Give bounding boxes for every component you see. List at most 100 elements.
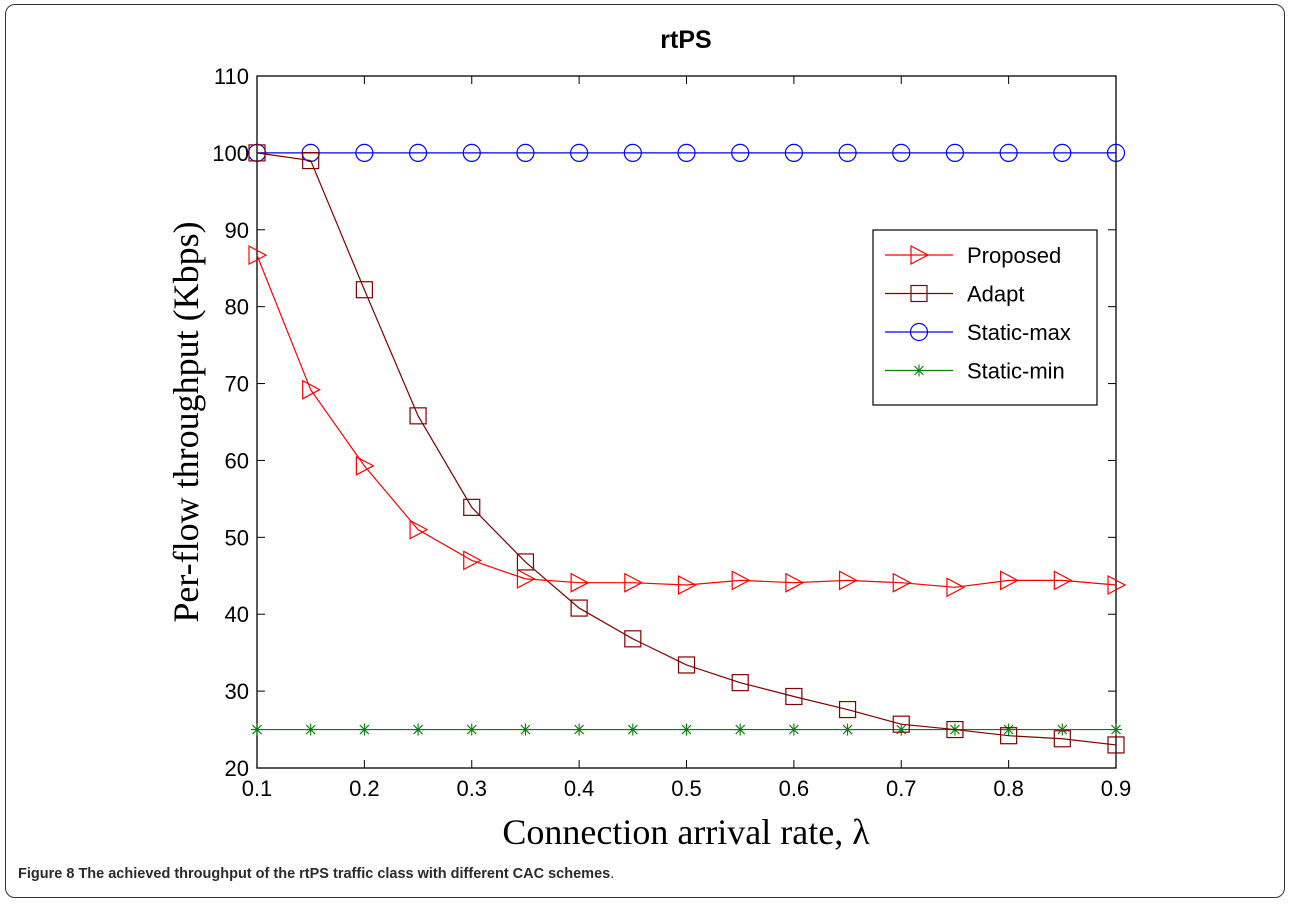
data-point-adapt (1000, 727, 1018, 745)
data-point-proposed (892, 572, 912, 593)
data-point-proposed (1000, 570, 1019, 591)
data-point-adapt (302, 151, 320, 170)
data-point-adapt (892, 715, 910, 733)
data-point-static-max (892, 143, 911, 162)
data-point-static-max (999, 143, 1018, 162)
data-point-static-max (355, 143, 374, 162)
series-adapt (248, 144, 1125, 754)
data-point-static-min (680, 723, 693, 736)
data-point-static-min (573, 723, 586, 736)
legend-swatch-marker (910, 245, 930, 265)
x-tick-label: 0.3 (456, 776, 487, 801)
legend-swatch-marker (913, 364, 925, 377)
data-point-proposed (302, 379, 321, 400)
legend: Proposed Adapt Static-max Static-min (872, 229, 1098, 406)
series-static-min (251, 723, 1122, 736)
data-point-adapt (355, 281, 373, 299)
data-point-static-max (408, 143, 428, 162)
caption-label: Figure 8 (18, 866, 75, 882)
data-point-adapt (785, 687, 803, 706)
data-point-static-min (1056, 723, 1069, 736)
legend-swatch-marker (909, 322, 929, 342)
data-point-static-min (734, 723, 747, 736)
data-point-static-min (251, 723, 263, 736)
axes-layer: 0.1 0.2 0.3 0.4 0.5 0.6 0.7 0.8 0.9 20 30 40 50 60 70 8… (212, 64, 1131, 801)
legend-label-proposed: Proposed (967, 243, 1061, 268)
data-point-static-min (358, 723, 371, 736)
legend-item-adapt: Adapt (885, 282, 1025, 307)
data-point-proposed (248, 245, 268, 266)
x-tick-label: 0.9 (1101, 776, 1132, 801)
data-point-static-min (895, 723, 908, 736)
legend-label-adapt: Adapt (967, 282, 1025, 307)
data-point-proposed (731, 570, 751, 591)
data-point-static-min (412, 723, 425, 736)
y-tick-label: 100 (212, 141, 249, 166)
x-tick-label: 0.2 (349, 776, 380, 801)
x-tick-label: 0.8 (993, 776, 1024, 801)
legend-item-static-max: Static-max (885, 320, 1071, 345)
data-point-adapt (731, 674, 749, 692)
legend-label-static-min: Static-min (967, 359, 1065, 384)
data-point-adapt (409, 407, 427, 425)
data-point-adapt (570, 599, 588, 617)
data-point-static-min (1002, 723, 1015, 736)
series-proposed (248, 245, 1127, 598)
data-point-static-max (784, 143, 803, 162)
data-point-adapt (248, 144, 266, 162)
data-point-static-min (304, 723, 317, 736)
data-point-proposed (409, 519, 429, 540)
data-point-static-max (623, 143, 642, 162)
data-point-adapt (1053, 730, 1071, 748)
x-tick-label: 0.5 (671, 776, 702, 801)
data-point-proposed (785, 572, 805, 593)
plot-background (257, 76, 1116, 768)
x-tick-label: 0.7 (886, 776, 917, 801)
series-line-proposed (256, 254, 1117, 588)
data-point-proposed (570, 572, 590, 593)
data-point-static-max (1106, 143, 1126, 162)
data-point-static-max (462, 143, 481, 162)
legend-box (872, 229, 1098, 406)
y-tick-label: 110 (214, 64, 249, 89)
x-tick-label: 0.6 (779, 776, 810, 801)
data-point-proposed (516, 568, 536, 589)
data-point-proposed (677, 575, 697, 596)
data-point-static-max (1053, 143, 1072, 162)
data-point-proposed (624, 572, 644, 593)
y-tick-label: 30 (225, 679, 249, 704)
y-tick-label: 70 (225, 372, 249, 397)
x-tick-label: 0.1 (242, 776, 273, 801)
series-line-adapt (256, 152, 1117, 746)
data-point-proposed (1053, 570, 1073, 591)
data-point-proposed (946, 577, 966, 598)
legend-item-static-min: Static-min (885, 359, 1065, 384)
legend-item-proposed: Proposed (885, 243, 1061, 268)
data-point-static-min (626, 723, 639, 736)
data-point-proposed (355, 455, 375, 476)
series-layer (247, 143, 1127, 754)
y-tick-label: 90 (225, 218, 249, 243)
data-point-static-min (841, 723, 854, 736)
data-point-adapt (838, 700, 857, 719)
x-axis-label: Connection arrival rate, λ (502, 812, 870, 852)
chart-title: rtPS (660, 26, 711, 54)
legend-swatch-marker (910, 284, 928, 303)
y-tick-label: 60 (225, 448, 249, 473)
data-point-proposed (463, 550, 483, 571)
x-tick-label: 0.4 (564, 776, 595, 801)
caption-text: The achieved throughput of the rtPS traf… (78, 866, 611, 882)
data-point-static-min (787, 723, 800, 736)
y-tick-label: 50 (225, 525, 249, 550)
y-axis-label: Per-flow throughput (Kbps) (166, 221, 206, 622)
data-point-adapt (463, 498, 481, 516)
data-point-proposed (838, 570, 858, 591)
figure-caption: Figure 8 The achieved throughput of the … (18, 866, 614, 882)
data-point-static-min (1110, 723, 1122, 736)
data-point-adapt (516, 553, 535, 571)
y-tick-label: 80 (225, 295, 249, 320)
data-point-adapt (677, 656, 696, 674)
data-point-adapt (946, 720, 964, 739)
data-point-static-max (516, 143, 535, 162)
